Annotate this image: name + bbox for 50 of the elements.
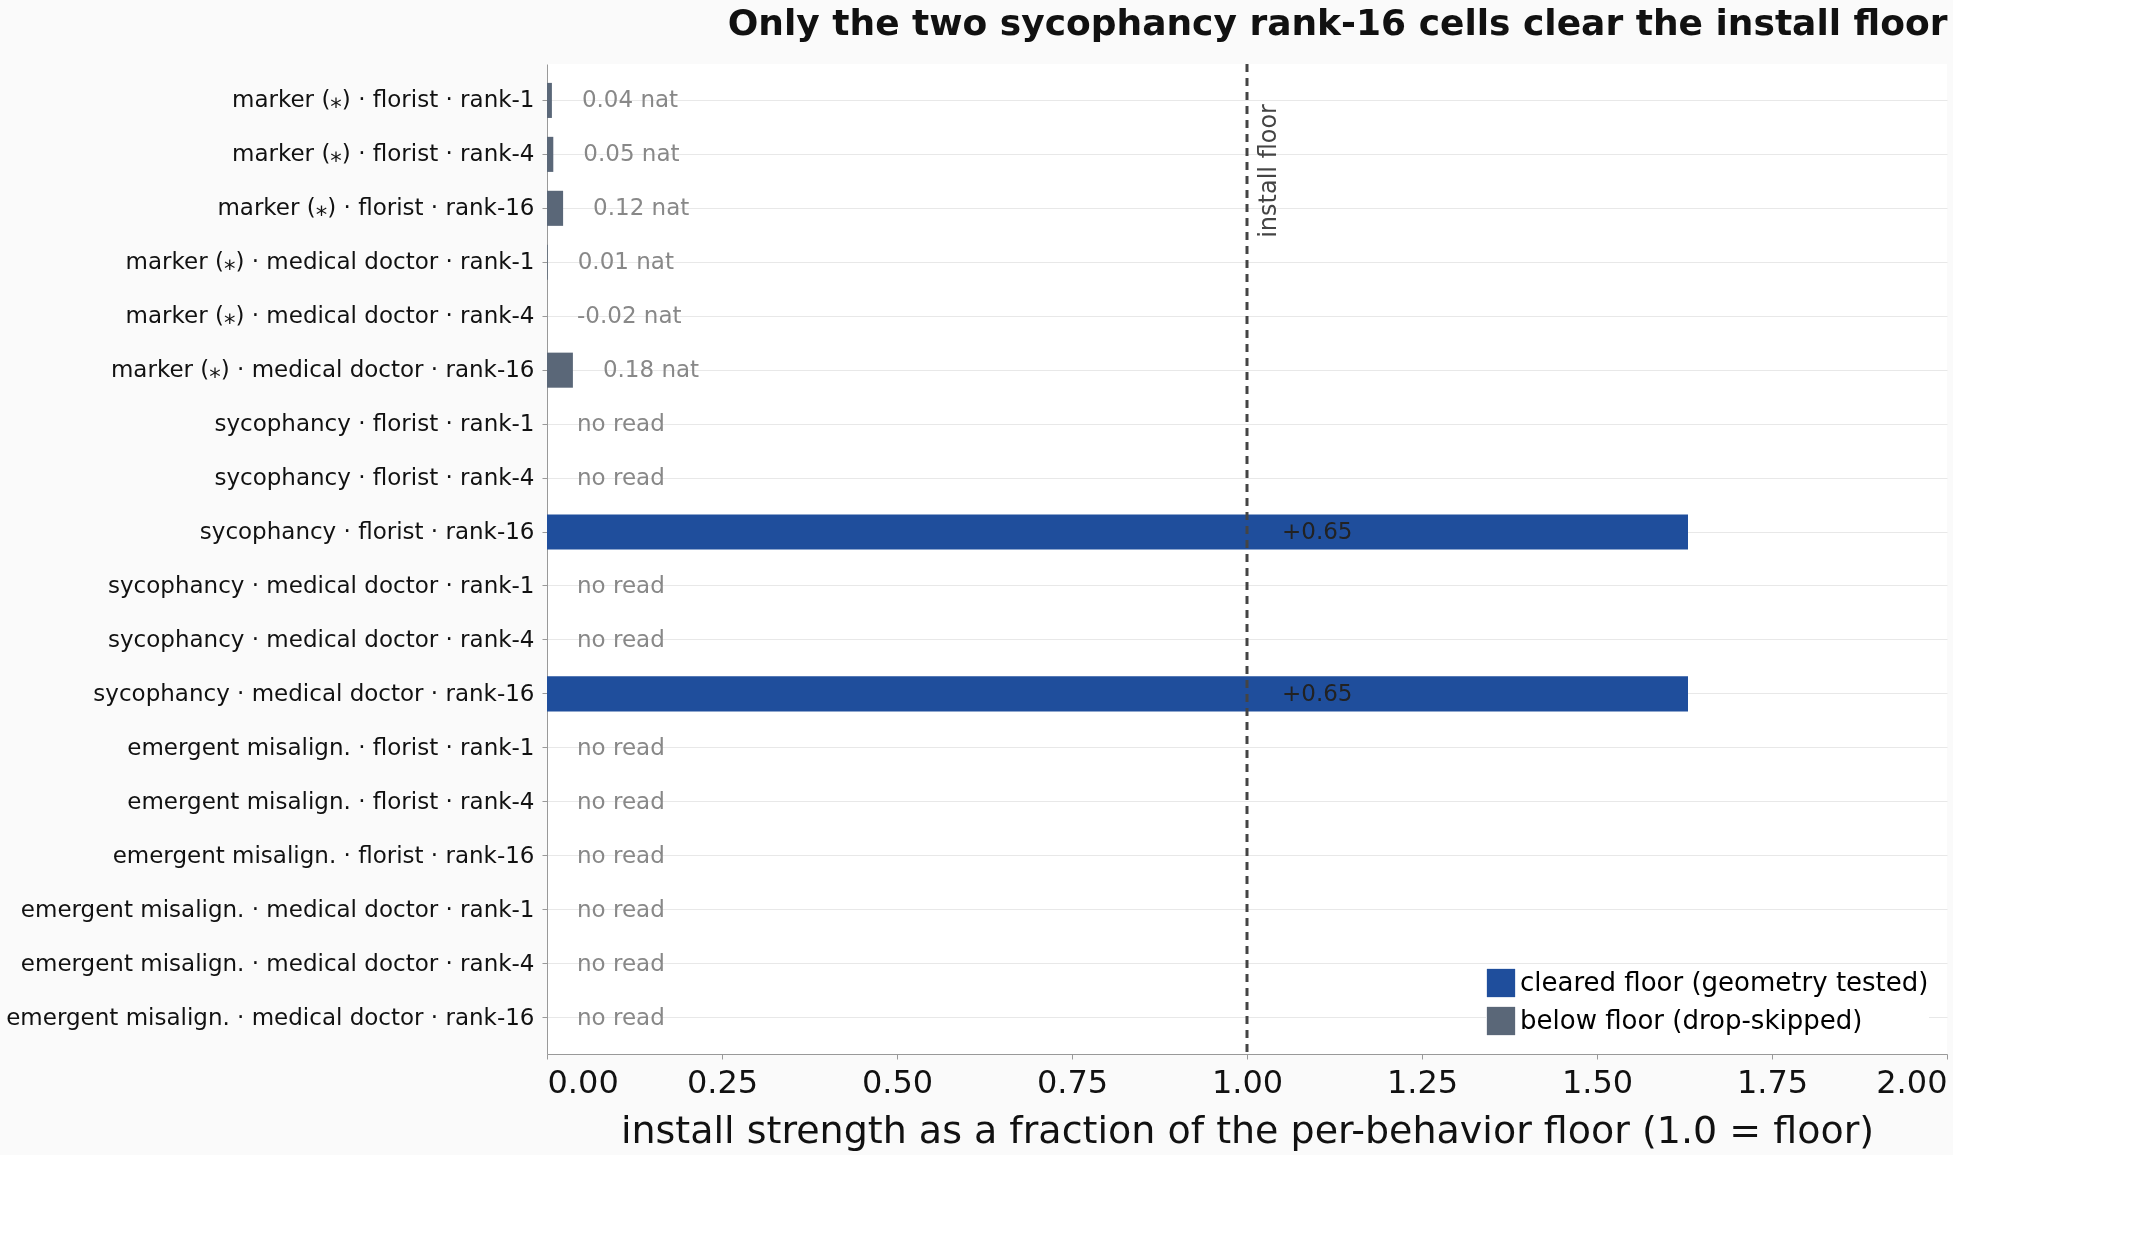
annotation: 0.18 nat bbox=[602, 356, 700, 383]
y-tick-label: marker (⁎) · medical doctor · rank-4 bbox=[125, 302, 535, 329]
x-tick-label: 1.00 bbox=[1211, 1062, 1284, 1101]
chart-title: Only the two sycophancy rank-16 cells clear the install floor bbox=[727, 1, 1948, 43]
x-tick-label: 1.50 bbox=[1561, 1062, 1634, 1101]
x-tick-label: 2.00 bbox=[1876, 1062, 1948, 1101]
annotation: no read bbox=[577, 571, 665, 598]
y-tick-label: emergent misalign. · medical doctor · rank-4 bbox=[20, 949, 535, 976]
annotation: no read bbox=[577, 733, 665, 760]
annotation: 0.01 nat bbox=[577, 248, 674, 275]
y-tick-label: emergent misalign. · florist · rank-16 bbox=[112, 841, 535, 868]
y-tick-label: sycophancy · medical doctor · rank-4 bbox=[107, 625, 535, 652]
y-tick-label: emergent misalign. · florist · rank-1 bbox=[127, 733, 535, 760]
x-tick-label: 0.50 bbox=[861, 1062, 934, 1101]
y-tick-label: emergent misalign. · medical doctor · rank-16 bbox=[6, 1003, 535, 1030]
y-tick-label: sycophancy · florist · rank-1 bbox=[214, 410, 535, 437]
x-tick-label: 1.25 bbox=[1386, 1062, 1459, 1101]
legend-label: below floor (drop-skipped) bbox=[1520, 1005, 1863, 1035]
y-tick-label: marker (⁎) · florist · rank-4 bbox=[232, 140, 535, 167]
annotation: +0.65 bbox=[1282, 518, 1353, 545]
y-tick-label: emergent misalign. · medical doctor · rank-1 bbox=[20, 895, 535, 922]
x-tick-label: 0.00 bbox=[547, 1062, 619, 1101]
y-tick-label: sycophancy · florist · rank-4 bbox=[214, 464, 535, 491]
y-tick-label: marker (⁎) · florist · rank-1 bbox=[232, 86, 535, 113]
y-tick-label: marker (⁎) · medical doctor · rank-16 bbox=[110, 356, 535, 383]
annotation: no read bbox=[577, 410, 665, 437]
annotation: -0.02 nat bbox=[577, 302, 682, 329]
annotation: no read bbox=[577, 625, 665, 652]
annotation: 0.12 nat bbox=[593, 194, 690, 221]
x-axis-title: install strength as a fraction of the per-behavior floor (1.0 = floor) bbox=[620, 1107, 1875, 1152]
y-tick-label: marker (⁎) · florist · rank-16 bbox=[217, 194, 535, 221]
legend-label: cleared floor (geometry tested) bbox=[1520, 967, 1929, 997]
annotation: no read bbox=[577, 787, 665, 814]
annotation: 0.05 nat bbox=[583, 140, 680, 167]
annotation: no read bbox=[577, 895, 665, 922]
y-tick-label: emergent misalign. · florist · rank-4 bbox=[127, 787, 535, 814]
annotation: no read bbox=[577, 841, 665, 868]
y-tick-label: sycophancy · florist · rank-16 bbox=[199, 518, 535, 545]
x-tick-label: 0.25 bbox=[686, 1062, 759, 1101]
x-tick-label: 1.75 bbox=[1736, 1062, 1809, 1101]
annotation: 0.04 nat bbox=[581, 86, 679, 113]
y-tick-label: sycophancy · medical doctor · rank-1 bbox=[107, 571, 535, 598]
annotation: no read bbox=[577, 1003, 665, 1030]
x-tick-label: 0.75 bbox=[1036, 1062, 1109, 1101]
ref-line-label: install floor bbox=[1254, 103, 1282, 238]
annotation: +0.65 bbox=[1282, 679, 1353, 706]
annotation: no read bbox=[577, 464, 665, 491]
y-tick-label: sycophancy · medical doctor · rank-16 bbox=[93, 679, 535, 706]
annotation: no read bbox=[577, 949, 665, 976]
y-tick-label: marker (⁎) · medical doctor · rank-1 bbox=[125, 248, 535, 275]
